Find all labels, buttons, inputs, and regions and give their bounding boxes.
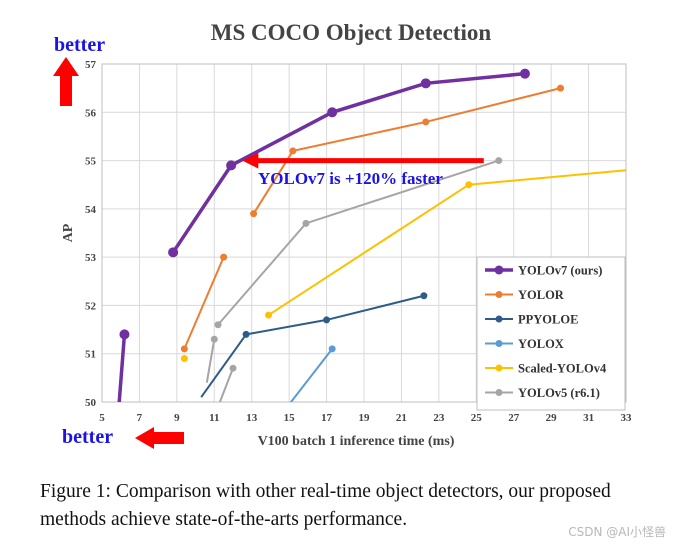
plot-frame: [101, 63, 627, 403]
data-point-scaled-yolov4: [265, 311, 273, 319]
chart: MS COCO Object Detection better better 5…: [53, 20, 633, 449]
figure-caption: Figure 1: Comparison with other real-tim…: [40, 481, 611, 530]
series-line-yolor: [183, 256, 225, 350]
x-tick-label: 23: [433, 412, 445, 424]
data-point-yolov5-r6-1: [229, 364, 237, 372]
data-point-yolor: [250, 210, 258, 218]
data-point-ppyoloe: [242, 330, 250, 338]
speedup-annotation: YOLOv7 is +120% faster: [258, 169, 443, 188]
legend-label: YOLOR: [518, 288, 565, 302]
data-point-yolov5-r6-1: [302, 219, 310, 227]
legend-label: YOLOX: [518, 337, 564, 351]
legend-swatch-marker: [495, 364, 503, 372]
data-point-yolov7-ours: [119, 329, 130, 340]
series-line-yolov5-r6-1: [218, 367, 234, 402]
x-axis-label: V100 batch 1 inference time (ms): [258, 434, 455, 449]
y-tick-label: 53: [85, 252, 97, 264]
legend-label: PPYOLOE: [518, 313, 578, 327]
data-point-yolov5-r6-1: [214, 321, 222, 329]
legend-swatch-marker: [495, 315, 503, 323]
y-tick-label: 50: [85, 397, 97, 409]
y-tick-label: 56: [85, 107, 97, 119]
x-tick-label: 7: [137, 412, 143, 424]
data-point-scaled-yolov4: [180, 355, 188, 363]
legend: YOLOv7 (ours) YOLOR PPYOLOE YOLOX Scaled-YOL…: [476, 256, 626, 411]
data-point-scaled-yolov4: [465, 181, 473, 189]
x-tick-label: 31: [583, 412, 594, 424]
data-point-yolor: [557, 84, 564, 92]
x-tick-label: 29: [546, 412, 558, 424]
legend-swatch-marker: [494, 265, 504, 275]
better-bottom-label: better: [62, 426, 113, 448]
y-axis-label: AP: [61, 223, 76, 242]
y-tick-label: 51: [85, 349, 96, 361]
y-tick-label: 54: [85, 204, 97, 216]
x-tick-label: 19: [359, 412, 371, 424]
x-tick-label: 15: [284, 412, 296, 424]
x-tick-label: 9: [174, 412, 180, 424]
series-line-yolor: [252, 87, 561, 215]
data-point-yolov5-r6-1: [495, 157, 503, 165]
x-tick-label: 5: [99, 412, 105, 424]
watermark: CSDN @AI小怪兽: [568, 525, 666, 539]
data-point-ppyoloe: [323, 316, 331, 324]
data-point-yolov7-ours: [168, 247, 179, 258]
chart-title: MS COCO Object Detection: [211, 20, 492, 45]
legend-swatch-marker: [495, 389, 503, 396]
x-tick-label: 27: [508, 412, 520, 424]
legend-label: Scaled-YOLOv4: [518, 362, 607, 376]
y-tick-label: 55: [85, 156, 97, 168]
x-tick-label: 13: [246, 412, 258, 424]
x-tick-label: 21: [396, 412, 407, 424]
series-line-ppyoloe: [200, 294, 425, 398]
series-line-yolov5-r6-1: [205, 339, 216, 383]
data-point-yolov5-r6-1: [210, 335, 218, 343]
legend-label: YOLOv7 (ours): [518, 264, 602, 278]
data-point-yolov7-ours: [519, 68, 530, 79]
y-tick-label: 52: [85, 300, 97, 312]
x-tick-label: 11: [209, 412, 219, 424]
data-point-yolov7-ours: [327, 107, 338, 118]
data-point-yolor: [180, 345, 188, 353]
y-tick-label: 57: [85, 59, 97, 71]
better-left-arrow: [135, 427, 184, 449]
series-line-yolox: [289, 348, 333, 402]
data-point-yolox: [328, 345, 336, 353]
speedup-arrow-head: [242, 152, 259, 169]
legend-label: YOLOv5 (r6.1): [518, 386, 600, 400]
better-up-arrow: [53, 57, 79, 106]
better-top-label: better: [54, 34, 105, 56]
data-point-yolov7-ours: [226, 160, 237, 171]
x-tick-label: 33: [621, 412, 633, 424]
data-point-ppyoloe: [420, 292, 428, 300]
data-point-yolor: [289, 147, 297, 155]
x-tick-label: 17: [321, 412, 333, 424]
legend-swatch-marker: [495, 291, 503, 298]
data-point-yolor: [220, 253, 228, 261]
data-point-yolov7-ours: [420, 78, 431, 89]
legend-swatch-marker: [495, 340, 503, 347]
x-tick-label: 25: [471, 412, 483, 424]
data-point-yolor: [422, 118, 430, 126]
series-line-yolov7-ours: [117, 334, 127, 402]
legend-box: [476, 256, 626, 411]
